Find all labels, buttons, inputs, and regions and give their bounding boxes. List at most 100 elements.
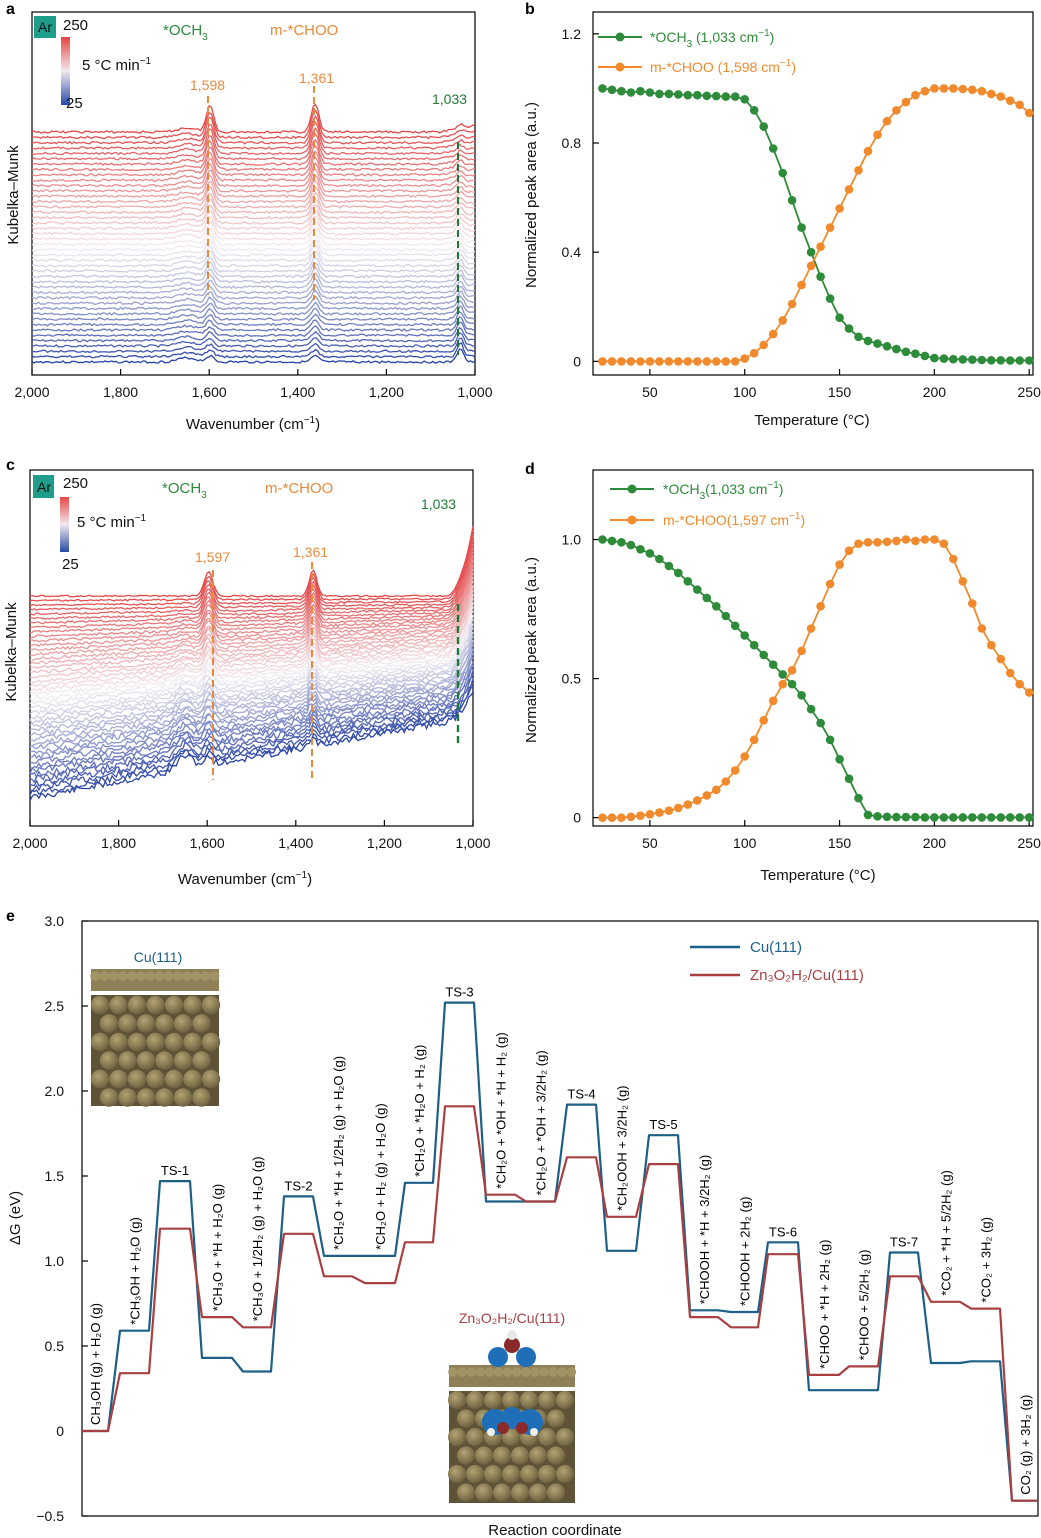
data-point-green (920, 813, 930, 822)
ts-label-7: TS-7 (890, 1235, 918, 1250)
cu-atom (520, 1465, 538, 1483)
panel-a-och3-label: *OCH3 (163, 22, 208, 43)
panel-a-xlabel: Wavenumber (cm−1) (186, 415, 320, 433)
spectrum-trace-22 (29, 610, 474, 701)
data-point-orange (655, 357, 664, 366)
ts-label-4: TS-4 (567, 1087, 595, 1102)
panel-a-peak-1361: 1,361 (299, 70, 334, 86)
panel-a-chco-label: m-*CHOO (270, 22, 338, 39)
data-point-orange (1005, 668, 1015, 678)
cu-atom (164, 1069, 184, 1089)
spectrum-trace-40 (31, 121, 476, 150)
spectrum-trace-30 (31, 180, 476, 204)
cu-atom (448, 1428, 466, 1446)
spectrum-trace-13 (29, 639, 474, 742)
data-point-green (702, 593, 712, 603)
ts-label-6: TS-6 (769, 1224, 797, 1239)
data-point-green (958, 813, 968, 822)
panel-b-legend-green-marker (615, 32, 625, 42)
cu-atom (109, 1069, 128, 1089)
data-point-green (702, 91, 712, 101)
series-line-orange (602, 538, 1030, 819)
spectrum-trace-19 (31, 244, 476, 263)
panel-d-legend-orange-marker (627, 515, 637, 525)
cu-atom-side (530, 1367, 540, 1377)
cu-atom-side (136, 971, 146, 981)
cu-atom (520, 1391, 538, 1409)
panel-d-frame (592, 469, 1034, 827)
cu-atom (556, 1465, 574, 1483)
adsorbate-atom (516, 1347, 536, 1367)
adsorbate-atom (530, 1428, 538, 1436)
panel-d-legend-orange: m-*CHOO(1,597 cm−1) (663, 511, 805, 528)
data-point-orange (712, 357, 721, 366)
data-point-green (835, 313, 844, 323)
data-point-orange (949, 554, 958, 564)
spectrum-trace-32 (31, 168, 476, 193)
data-point-green (1015, 813, 1024, 822)
data-point-green (740, 95, 749, 104)
spectrum-trace-26 (31, 203, 476, 225)
spectrum-trace-2 (29, 682, 474, 792)
state-label-4: *CH₂O + *H + 1/2H₂ (g) + H₂O (g) (331, 1056, 346, 1250)
panel-c-xlabel: Wavenumber (cm−1) (178, 870, 312, 888)
data-point-orange (806, 261, 816, 271)
data-point-orange (854, 166, 863, 175)
data-point-green (1015, 356, 1024, 365)
cu-atom-side (182, 971, 192, 981)
cu-atom (90, 995, 110, 1015)
cu-atom (109, 995, 128, 1015)
cu-atom (127, 1069, 147, 1089)
cu-atom (136, 1051, 156, 1070)
y-tick-label: 1.5 (45, 1168, 65, 1184)
spectrum-trace-7 (29, 665, 474, 769)
cu-atom (155, 1051, 174, 1070)
data-point-green (816, 272, 825, 282)
spectrum-trace-6 (31, 316, 476, 332)
spectrum-trace-17 (31, 256, 476, 273)
data-point-orange (882, 537, 892, 547)
spectrum-trace-33 (29, 568, 474, 652)
panel-e-axes: −0.5 0 0.5 1.0 1.5 2.0 2.5 3.0 (36, 913, 88, 1524)
cu-atom-side (511, 1367, 522, 1377)
cu-atom (448, 1465, 466, 1483)
data-point-orange (598, 813, 607, 822)
data-point-orange (664, 357, 674, 366)
y-tick-label: 2.5 (45, 998, 65, 1014)
data-point-green (636, 86, 645, 96)
state-label-12: *CHOO + *H + 2H₂ (g) (817, 1240, 832, 1369)
spectrum-trace-27 (31, 197, 476, 220)
panel-c-colorbar (60, 497, 69, 552)
data-point-orange (645, 357, 655, 366)
spectrum-trace-8 (31, 305, 476, 322)
data-point-green (977, 813, 987, 822)
cu-atom (173, 1088, 193, 1107)
x-tick-label: 100 (733, 384, 757, 400)
spectrum-trace-29 (29, 584, 474, 669)
y-tick-label: 0.4 (562, 244, 582, 260)
data-point-green (854, 332, 863, 342)
y-tick-label: 0.5 (45, 1338, 65, 1354)
cu-atom (547, 1409, 565, 1428)
cu-atom (475, 1446, 493, 1465)
data-point-orange (693, 796, 702, 805)
cu-atom (457, 1409, 475, 1428)
x-tick-label: 2,000 (14, 384, 49, 400)
data-point-orange (863, 146, 873, 156)
spectrum-trace-3 (31, 332, 476, 348)
ar-badge-c (33, 475, 54, 498)
spectrum-trace-20 (31, 238, 476, 257)
data-point-green (664, 561, 674, 571)
cu-atom (99, 1051, 119, 1070)
data-point-orange (996, 92, 1006, 101)
spectrum-trace-18 (32, 250, 476, 268)
spectrum-trace-41 (29, 539, 474, 616)
spectrum-trace-26 (29, 593, 474, 684)
data-point-orange (768, 696, 778, 706)
data-point-orange (844, 546, 854, 555)
cu-atom (511, 1483, 529, 1502)
cu-atom-side (200, 971, 211, 981)
spectrum-trace-0 (29, 691, 474, 801)
data-point-orange (721, 777, 731, 786)
data-point-green (930, 353, 939, 363)
